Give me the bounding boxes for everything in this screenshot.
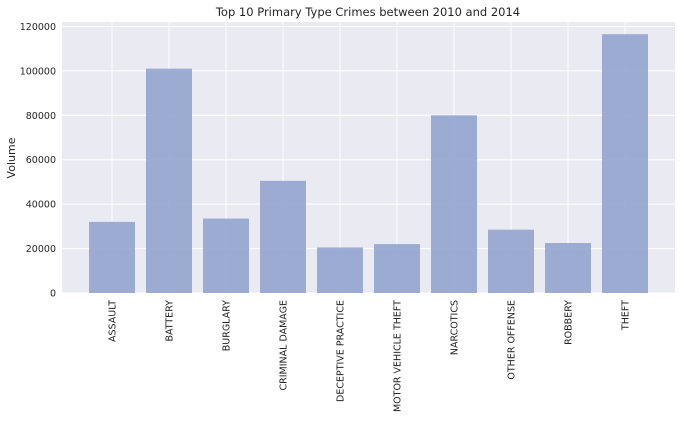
y-axis-ticks: 0 20000 40000 60000 80000 100000 120000 — [20, 22, 56, 300]
y-tick-label: 0 — [50, 289, 56, 300]
bar-theft — [602, 34, 648, 293]
y-tick-label: 60000 — [26, 155, 56, 166]
x-tick-label: THEFT — [621, 300, 632, 331]
y-tick-label: 80000 — [26, 111, 56, 122]
bar-robbery — [545, 243, 591, 293]
bar-motor-vehicle-theft — [374, 244, 420, 293]
x-tick-label: OTHER OFFENSE — [507, 300, 518, 380]
bar-narcotics — [431, 115, 477, 294]
bar-other-offense — [488, 229, 534, 293]
x-tick-label: BATTERY — [165, 300, 176, 342]
x-tick-label: DECEPTIVE PRACTICE — [336, 300, 347, 402]
x-tick-label: BURGLARY — [222, 300, 233, 351]
x-axis-ticks: ASSAULT BATTERY BURGLARY CRIMINAL DAMAGE DEC… — [108, 300, 632, 412]
bar-assault — [89, 221, 135, 293]
x-tick-label: CRIMINAL DAMAGE — [279, 300, 290, 391]
chart-title: Top 10 Primary Type Crimes between 2010 … — [215, 5, 520, 19]
y-tick-label: 120000 — [20, 22, 56, 33]
x-tick-label: MOTOR VEHICLE THEFT — [393, 300, 404, 412]
x-tick-label: ROBBERY — [564, 300, 575, 345]
bar-burglary — [203, 218, 249, 293]
bar-battery — [146, 68, 192, 293]
y-axis-label: Volume — [5, 137, 18, 178]
y-tick-label: 20000 — [26, 244, 56, 255]
y-tick-label: 40000 — [26, 200, 56, 211]
bars — [89, 34, 648, 294]
y-tick-label: 100000 — [20, 66, 56, 77]
bar-deceptive-practice — [317, 247, 363, 293]
bar-criminal-damage — [260, 180, 306, 293]
x-tick-label: NARCOTICS — [450, 300, 461, 355]
x-tick-label: ASSAULT — [108, 300, 119, 342]
